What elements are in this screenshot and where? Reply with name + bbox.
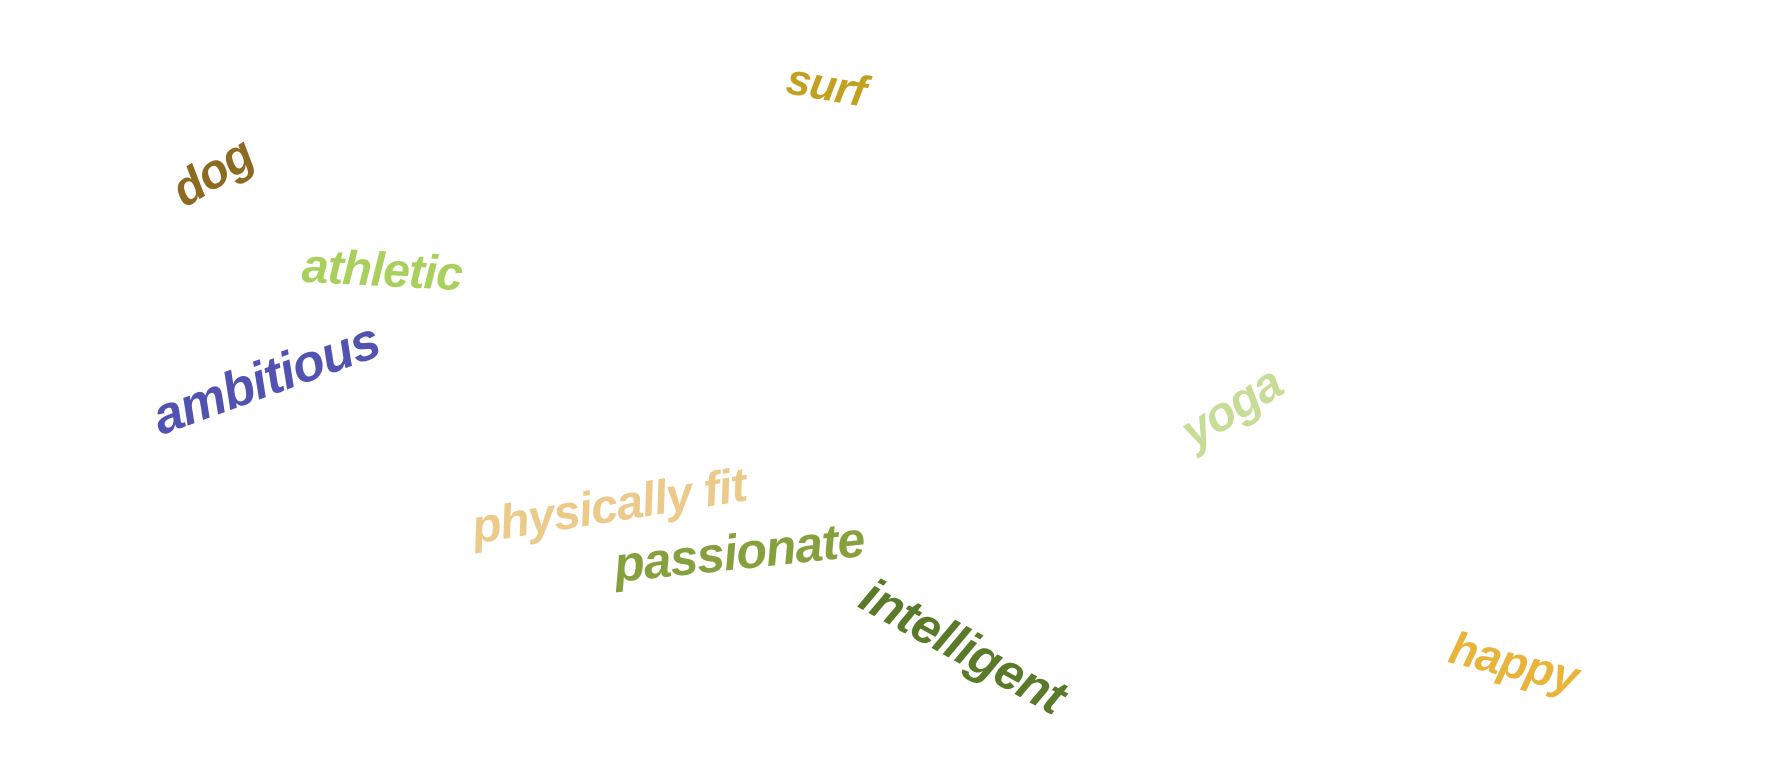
word-surf: surf: [782, 54, 870, 117]
word-happy: happy: [1444, 620, 1584, 704]
word-dog: dog: [162, 127, 263, 218]
word-athletic: athletic: [300, 239, 464, 302]
word-yoga: yoga: [1171, 356, 1292, 459]
word-intelligent: intelligent: [850, 566, 1076, 726]
word-ambitious: ambitious: [144, 311, 388, 447]
